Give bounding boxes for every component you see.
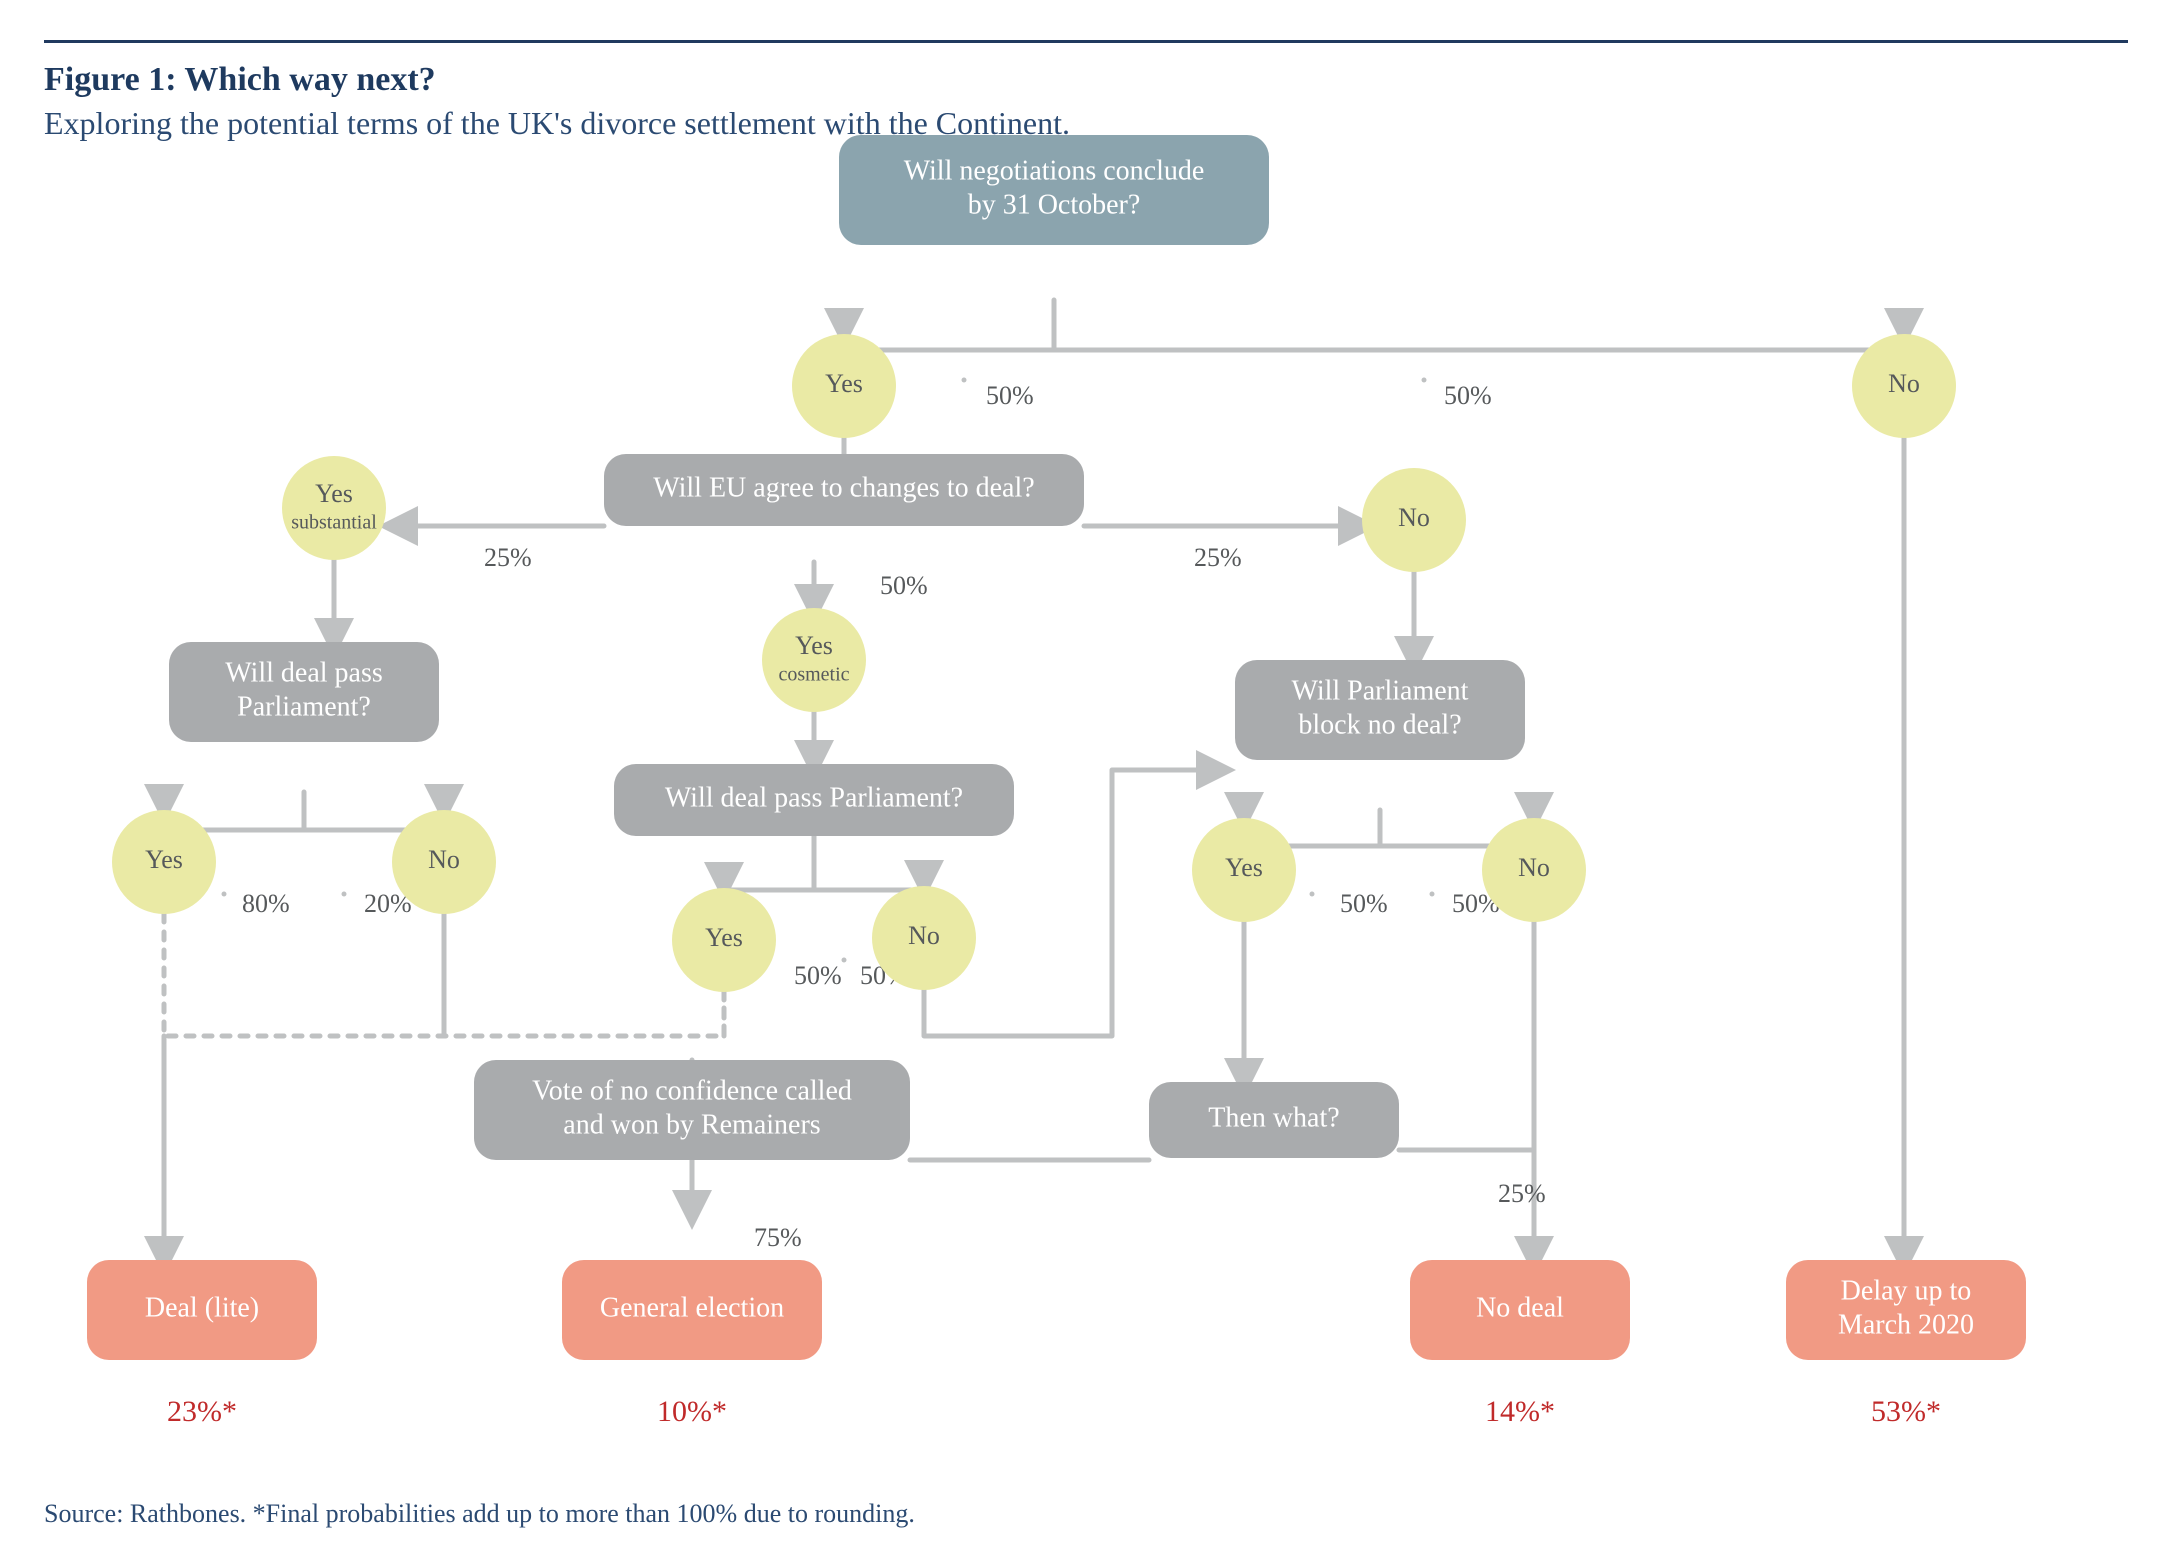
svg-text:Yes: Yes <box>825 369 863 398</box>
svg-text:23%*: 23%* <box>167 1395 237 1428</box>
svg-text:25%: 25% <box>1498 1179 1546 1208</box>
svg-text:No deal: No deal <box>1476 1292 1564 1323</box>
svg-text:75%: 75% <box>754 1223 802 1252</box>
svg-text:substantial: substantial <box>291 512 377 534</box>
svg-text:No: No <box>1888 369 1920 398</box>
flowchart: 50%50%25%25%50%80%20%50%50%50%50%75%25%W… <box>44 150 2128 1477</box>
svg-text:No: No <box>428 845 460 874</box>
svg-text:Parliament?: Parliament? <box>237 691 371 722</box>
svg-text:block no deal?: block no deal? <box>1298 709 1461 740</box>
svg-text:Vote of no confidence called: Vote of no confidence called <box>532 1075 852 1106</box>
edges <box>164 300 1904 1260</box>
svg-text:25%: 25% <box>484 543 532 572</box>
svg-text:Then what?: Then what? <box>1208 1102 1339 1133</box>
figure-title-text: Which way next? <box>184 61 435 98</box>
svg-text:Will negotiations conclude: Will negotiations conclude <box>904 155 1205 186</box>
svg-text:Will deal pass: Will deal pass <box>225 657 383 688</box>
svg-text:General election: General election <box>600 1292 784 1323</box>
svg-text:50%: 50% <box>794 961 842 990</box>
svg-text:Yes: Yes <box>795 631 833 660</box>
svg-text:No: No <box>1518 853 1550 882</box>
svg-text:80%: 80% <box>242 889 290 918</box>
node-yesSub <box>282 456 386 560</box>
svg-text:cosmetic: cosmetic <box>778 664 849 686</box>
svg-text:Will Parliament: Will Parliament <box>1292 675 1469 706</box>
svg-text:No: No <box>1398 503 1430 532</box>
svg-text:53%*: 53%* <box>1871 1395 1941 1428</box>
source-footer: Source: Rathbones. *Final probabilities … <box>44 1499 915 1529</box>
svg-text:Will EU agree to changes to de: Will EU agree to changes to deal? <box>653 472 1034 503</box>
node-yesCos <box>762 608 866 712</box>
svg-text:25%: 25% <box>1194 543 1242 572</box>
svg-text:and won by Remainers: and won by Remainers <box>563 1109 820 1140</box>
svg-text:March 2020: March 2020 <box>1838 1309 1974 1340</box>
svg-text:Yes: Yes <box>1225 853 1263 882</box>
svg-text:Yes: Yes <box>145 845 183 874</box>
svg-text:Delay up to: Delay up to <box>1841 1275 1972 1306</box>
svg-text:50%: 50% <box>986 381 1034 410</box>
svg-text:50%: 50% <box>880 571 928 600</box>
svg-text:No: No <box>908 921 940 950</box>
svg-text:Deal (lite): Deal (lite) <box>145 1292 259 1323</box>
svg-text:50%: 50% <box>1340 889 1388 918</box>
top-rule <box>44 40 2128 43</box>
svg-text:10%*: 10%* <box>657 1395 727 1428</box>
svg-text:50%: 50% <box>1444 381 1492 410</box>
svg-text:Yes: Yes <box>705 923 743 952</box>
svg-text:Will deal pass Parliament?: Will deal pass Parliament? <box>665 782 963 813</box>
figure-title: Figure 1: Which way next? <box>44 61 2128 99</box>
svg-text:14%*: 14%* <box>1485 1395 1555 1428</box>
figure-label: Figure 1: <box>44 61 184 98</box>
svg-text:by 31 October?: by 31 October? <box>968 189 1141 220</box>
svg-text:Yes: Yes <box>315 479 353 508</box>
